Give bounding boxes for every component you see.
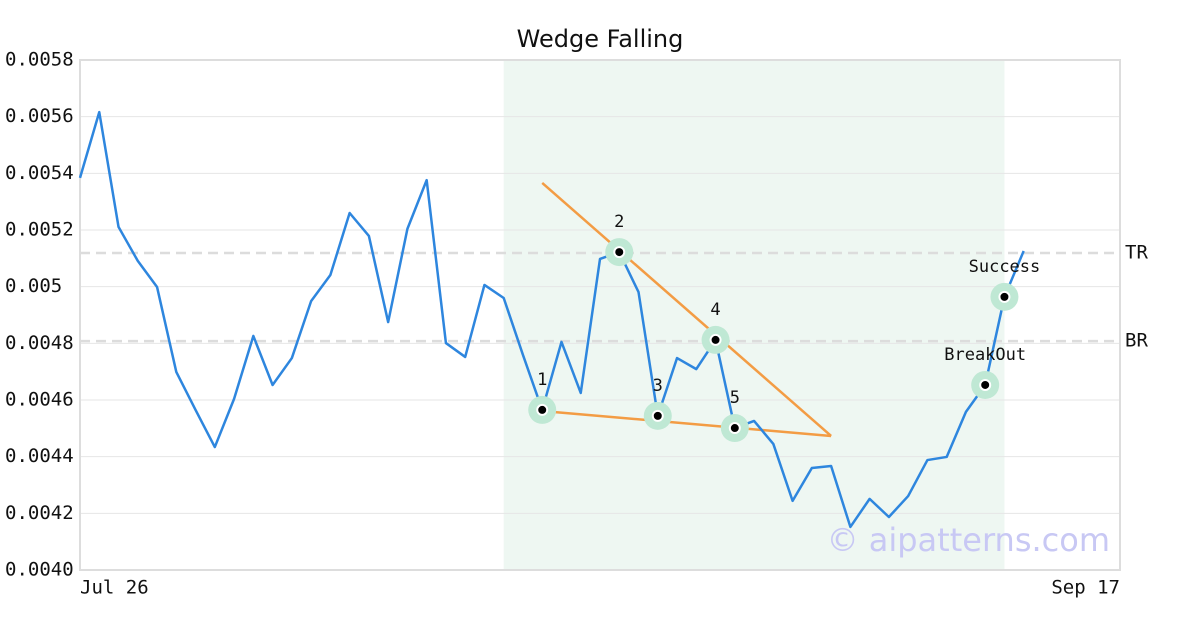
point-dot — [613, 246, 626, 259]
trend-line — [541, 182, 832, 437]
y-tick-label: 0.0054 — [5, 162, 74, 184]
x-tick-label: Jul 26 — [80, 577, 149, 599]
point-label: 3 — [653, 376, 663, 396]
y-tick-label: 0.0042 — [5, 502, 74, 524]
point-label: 4 — [710, 300, 720, 320]
point-dot — [728, 422, 741, 435]
point-dot — [979, 378, 992, 391]
point-label: 1 — [537, 370, 547, 390]
highlight-region — [503, 60, 1005, 570]
y-tick-label: 0.0048 — [5, 332, 74, 354]
watermark: © aipatterns.com — [827, 521, 1110, 559]
level-label: BR — [1125, 330, 1148, 352]
point-label: Success — [969, 257, 1041, 277]
y-tick-label: 0.0044 — [5, 445, 74, 467]
point-dot — [536, 403, 549, 416]
chart-title: Wedge Falling — [517, 25, 684, 53]
level-label: TR — [1125, 241, 1148, 263]
price-line — [78, 110, 1025, 529]
point-label: 5 — [730, 388, 740, 408]
y-tick-label: 0.0056 — [5, 105, 74, 127]
y-tick-label: 0.0040 — [5, 559, 74, 581]
point-dot — [709, 333, 722, 346]
point-label: BreakOut — [944, 345, 1026, 365]
y-tick-label: 0.0058 — [5, 49, 74, 71]
y-tick-label: 0.0052 — [5, 219, 74, 241]
y-tick-label: 0.0046 — [5, 389, 74, 411]
x-tick-label: Sep 17 — [1051, 577, 1120, 599]
y-tick-label: 0.005 — [5, 275, 62, 297]
point-dot — [651, 409, 664, 422]
plot-frame — [79, 59, 1121, 571]
trend-line — [542, 409, 832, 438]
point-label: 2 — [614, 212, 624, 232]
point-dot — [998, 290, 1011, 303]
